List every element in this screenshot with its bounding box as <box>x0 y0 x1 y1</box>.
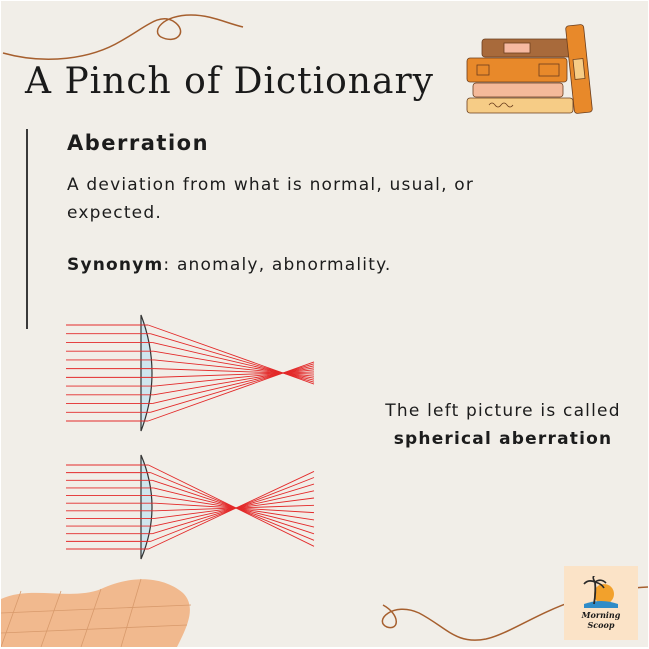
entry-divider <box>26 129 28 329</box>
refracted-ray <box>154 369 315 387</box>
entry-word: Aberration <box>67 131 210 155</box>
entry-synonyms: Synonym: anomaly, abnormality. <box>67 255 392 275</box>
synonym-label: Synonym <box>67 255 164 275</box>
entry-definition: A deviation from what is normal, usual, … <box>67 175 475 223</box>
bottom-swirl-curve <box>381 586 648 641</box>
books-stack-icon <box>466 24 593 114</box>
lens-shape <box>140 454 153 560</box>
corner-blob <box>1 578 192 647</box>
logo-text-line2: Scoop <box>587 620 615 630</box>
refracted-ray <box>148 471 315 550</box>
synonym-list: : anomaly, abnormality. <box>163 255 392 275</box>
logo-text-line1: Morning <box>581 610 621 620</box>
diagram-caption: The left picture is called spherical abe… <box>331 397 648 453</box>
refracted-ray <box>148 361 315 422</box>
refracted-ray <box>154 359 315 377</box>
top-swirl-curve <box>2 14 244 60</box>
caption-term: spherical aberration <box>393 429 613 449</box>
morning-scoop-logo: Morning Scoop <box>564 566 638 640</box>
lens-diagram-focused <box>66 454 315 560</box>
caption-line: The left picture is called <box>385 401 621 421</box>
lens-diagram-spherical <box>66 314 315 432</box>
palm-island-logo-icon <box>583 576 618 608</box>
lens-shape <box>140 314 153 432</box>
page-title: A Pinch of Dictionary <box>25 61 434 102</box>
